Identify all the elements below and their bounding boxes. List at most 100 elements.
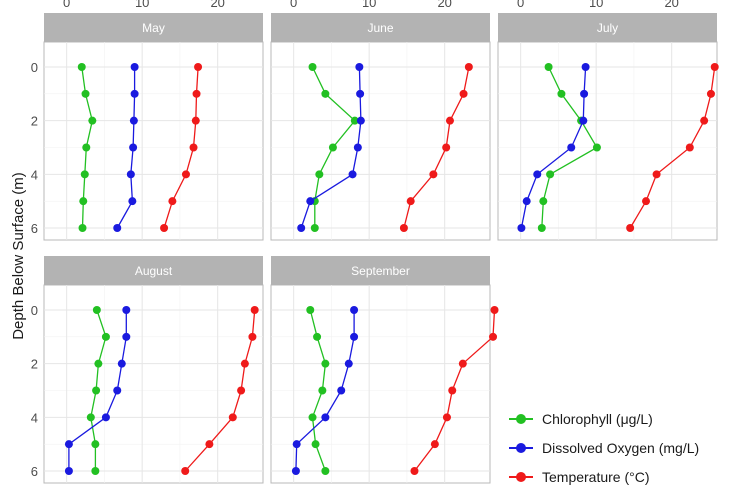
data-point	[321, 413, 330, 422]
data-point	[130, 89, 139, 98]
data-point	[101, 332, 110, 341]
x-tick-label: 0	[63, 0, 70, 10]
x-tick-label: 0	[517, 0, 524, 10]
data-point	[442, 143, 451, 152]
data-point	[130, 63, 139, 71]
data-point	[310, 224, 319, 232]
data-point	[406, 197, 415, 206]
data-point	[129, 116, 138, 125]
data-point	[205, 440, 214, 449]
data-point	[464, 63, 473, 71]
y-tick-label: 2	[31, 357, 38, 372]
data-point	[557, 89, 566, 98]
data-point	[306, 197, 315, 206]
facet-title: June	[367, 21, 393, 35]
data-point	[445, 116, 454, 125]
data-point	[81, 89, 90, 98]
data-point	[313, 332, 322, 341]
data-point	[129, 143, 138, 152]
data-point	[710, 63, 719, 71]
facet-strip	[271, 256, 490, 285]
data-point	[442, 413, 451, 422]
y-axis-title: Depth Below Surface (m)	[10, 172, 27, 340]
data-point	[700, 116, 709, 125]
x-tick-label: 10	[362, 0, 376, 10]
data-point	[410, 467, 419, 475]
legend-item: Chlorophyll (μg/L)	[508, 404, 699, 433]
data-point	[168, 197, 177, 206]
facet-strip	[271, 13, 490, 42]
data-point	[458, 359, 467, 368]
x-tick-label: 10	[135, 0, 149, 10]
data-point	[292, 440, 301, 449]
data-point	[126, 170, 135, 179]
data-point	[192, 89, 201, 98]
legend-key	[508, 470, 534, 484]
facet-strip	[44, 256, 263, 285]
data-point	[250, 306, 259, 314]
data-point	[128, 197, 137, 206]
data-point	[77, 63, 86, 71]
data-point	[328, 143, 337, 152]
data-point	[101, 413, 110, 422]
data-point	[79, 197, 88, 206]
data-point	[544, 63, 553, 71]
facet-title: July	[597, 21, 618, 35]
data-point	[297, 224, 306, 232]
panel-background	[43, 41, 264, 241]
data-point	[189, 143, 198, 152]
data-point	[706, 89, 715, 98]
legend-label: Chlorophyll (μg/L)	[542, 410, 653, 427]
legend-dot	[516, 413, 526, 424]
data-point	[581, 63, 590, 71]
data-point	[88, 116, 97, 125]
data-point	[489, 332, 498, 341]
data-point	[117, 359, 126, 368]
data-point	[92, 306, 101, 314]
legend-item: Temperature (°C)	[508, 462, 699, 491]
data-point	[113, 386, 122, 395]
x-tick-label: 20	[210, 0, 224, 10]
data-point	[350, 306, 359, 314]
data-point	[350, 332, 359, 341]
data-point	[194, 63, 203, 71]
data-point	[522, 197, 531, 206]
facet-title: September	[351, 264, 410, 278]
legend-key	[508, 412, 534, 426]
facet-strip	[44, 13, 263, 42]
data-point	[306, 306, 315, 314]
data-point	[64, 467, 73, 475]
facet-title: May	[142, 21, 165, 35]
y-tick-label: 0	[31, 303, 38, 318]
legend: Chlorophyll (μg/L) Dissolved Oxygen (mg/L…	[508, 404, 699, 491]
legend-label: Temperature (°C)	[542, 468, 650, 485]
y-tick-label: 6	[31, 464, 38, 479]
y-tick-label: 4	[31, 167, 38, 182]
facet-strip	[498, 13, 717, 42]
y-tick-label: 2	[31, 114, 38, 129]
data-point	[311, 440, 320, 449]
data-point	[321, 359, 330, 368]
data-point	[490, 306, 499, 314]
x-tick-label: 0	[290, 0, 297, 10]
data-point	[539, 197, 548, 206]
data-point	[308, 413, 317, 422]
data-point	[191, 116, 200, 125]
facet-title: August	[135, 264, 173, 278]
data-point	[348, 170, 357, 179]
data-point	[86, 413, 95, 422]
data-point	[291, 467, 300, 475]
x-tick-label: 10	[589, 0, 603, 10]
data-point	[546, 170, 555, 179]
x-tick-label: 20	[437, 0, 451, 10]
data-point	[399, 224, 408, 232]
data-point	[685, 143, 694, 152]
data-point	[533, 170, 542, 179]
data-point	[448, 386, 457, 395]
data-point	[92, 386, 101, 395]
legend-item: Dissolved Oxygen (mg/L)	[508, 433, 699, 462]
panel-background	[270, 284, 491, 484]
data-point	[353, 143, 362, 152]
panel-background	[43, 284, 264, 484]
